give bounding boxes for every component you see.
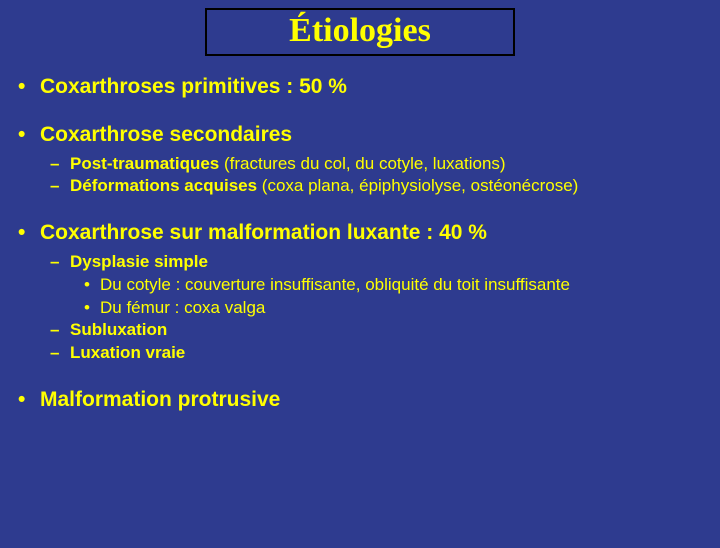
sub-detail: (fractures du col, du cotyle, luxations) [224, 154, 506, 173]
sub-detail: (coxa plana, épiphysiolyse, ostéonécrose… [262, 176, 579, 195]
sub-deformations: Déformations acquises (coxa plana, épiph… [14, 175, 706, 198]
sub-subluxation: Subluxation [14, 319, 706, 342]
bullet-primitives: Coxarthroses primitives : 50 % [14, 74, 706, 100]
bullet-secondaires: Coxarthrose secondaires [14, 122, 706, 148]
title-box: Étiologies [205, 8, 515, 56]
slide-content: Coxarthroses primitives : 50 % Coxarthro… [0, 74, 720, 414]
sub-luxation-vraie: Luxation vraie [14, 342, 706, 365]
bullet-protrusive: Malformation protrusive [14, 387, 706, 413]
sub-label: Dysplasie simple [70, 252, 208, 271]
slide-title: Étiologies [207, 12, 513, 50]
sub-dysplasie: Dysplasie simple [14, 251, 706, 274]
sub-label: Subluxation [70, 320, 167, 339]
subsub-cotyle: Du cotyle : couverture insuffisante, obl… [14, 274, 706, 297]
sub-label: Déformations acquises [70, 176, 262, 195]
bullet-malformation-luxante: Coxarthrose sur malformation luxante : 4… [14, 220, 706, 246]
subsub-femur: Du fémur : coxa valga [14, 297, 706, 320]
sub-post-traumatiques: Post-traumatiques (fractures du col, du … [14, 153, 706, 176]
sub-label: Post-traumatiques [70, 154, 224, 173]
sub-label: Luxation vraie [70, 343, 185, 362]
